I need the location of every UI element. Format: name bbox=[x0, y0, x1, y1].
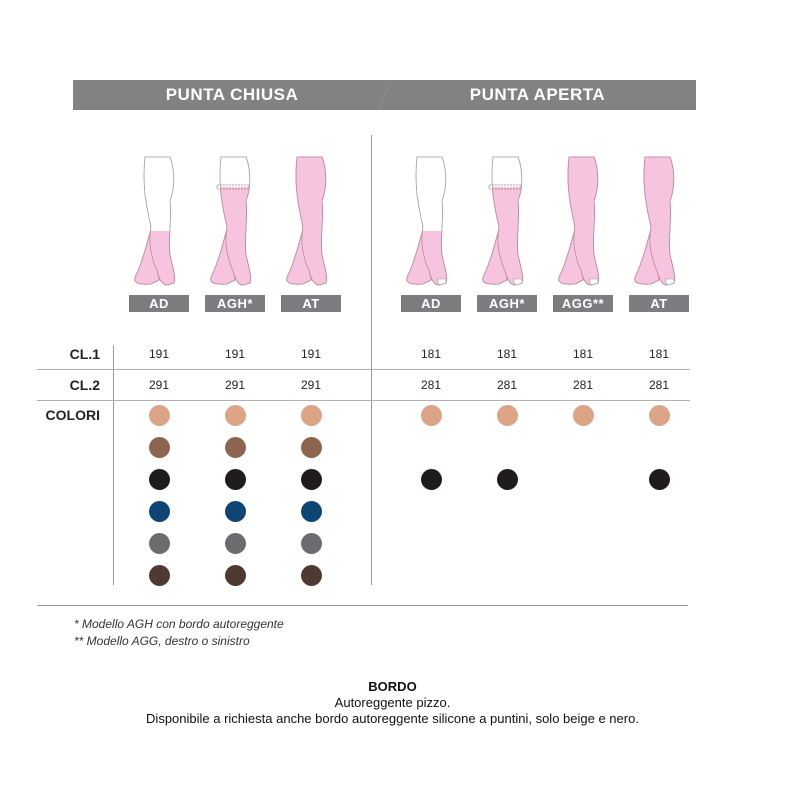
code-cl2: 291 bbox=[300, 378, 322, 392]
leg-illustration bbox=[205, 155, 265, 290]
row-label-cl1: CL.1 bbox=[69, 346, 100, 362]
code-cl2: 291 bbox=[148, 378, 170, 392]
bordo-line1: Autoreggente pizzo. bbox=[334, 695, 451, 710]
color-swatch-beige bbox=[497, 405, 518, 426]
leg-illustration bbox=[477, 155, 537, 290]
color-swatch-beige bbox=[649, 405, 670, 426]
color-swatch-dark-brown bbox=[149, 565, 170, 586]
color-swatch-beige bbox=[301, 405, 322, 426]
code-cl2: 291 bbox=[224, 378, 246, 392]
code-cl2: 281 bbox=[572, 378, 594, 392]
model-label: AT bbox=[281, 295, 341, 312]
color-swatch-dark-brown bbox=[225, 565, 246, 586]
leg-illustration bbox=[401, 155, 461, 290]
leg-illustration bbox=[629, 155, 689, 290]
row-divider bbox=[37, 369, 690, 370]
bordo-title: BORDO bbox=[368, 679, 417, 694]
header-punta-chiusa: PUNTA CHIUSA bbox=[73, 80, 391, 110]
color-swatch-black bbox=[497, 469, 518, 490]
code-cl2: 281 bbox=[420, 378, 442, 392]
color-swatch-navy bbox=[301, 501, 322, 522]
color-swatch-gray bbox=[149, 533, 170, 554]
color-swatch-black bbox=[421, 469, 442, 490]
row-label-cl2: CL.2 bbox=[69, 377, 100, 393]
label-divider bbox=[113, 345, 114, 585]
color-swatch-brown bbox=[301, 437, 322, 458]
color-swatch-brown bbox=[149, 437, 170, 458]
footnote: * Modello AGH con bordo autoreggente bbox=[74, 617, 284, 631]
code-cl1: 181 bbox=[496, 347, 518, 361]
color-swatch-gray bbox=[301, 533, 322, 554]
color-swatch-black bbox=[149, 469, 170, 490]
header-left-text: PUNTA CHIUSA bbox=[165, 85, 299, 104]
code-cl1: 191 bbox=[148, 347, 170, 361]
color-swatch-gray bbox=[225, 533, 246, 554]
row-divider bbox=[37, 400, 690, 401]
code-cl1: 181 bbox=[572, 347, 594, 361]
color-swatch-beige bbox=[149, 405, 170, 426]
color-swatch-beige bbox=[225, 405, 246, 426]
header-punta-aperta: PUNTA APERTA bbox=[379, 80, 696, 110]
model-label: AD bbox=[401, 295, 461, 312]
code-cl2: 281 bbox=[496, 378, 518, 392]
code-cl1: 181 bbox=[648, 347, 670, 361]
color-swatch-dark-brown bbox=[301, 565, 322, 586]
leg-illustration bbox=[553, 155, 613, 290]
code-cl2: 281 bbox=[648, 378, 670, 392]
bordo-line2: Disponibile a richiesta anche bordo auto… bbox=[146, 711, 639, 726]
model-label: AD bbox=[129, 295, 189, 312]
color-swatch-black bbox=[301, 469, 322, 490]
leg-illustration bbox=[129, 155, 189, 290]
footnote: ** Modello AGG, destro o sinistro bbox=[74, 634, 250, 648]
code-cl1: 191 bbox=[300, 347, 322, 361]
model-label: AGG** bbox=[553, 295, 613, 312]
color-swatch-beige bbox=[573, 405, 594, 426]
color-swatch-beige bbox=[421, 405, 442, 426]
color-swatch-black bbox=[225, 469, 246, 490]
table-bottom-line bbox=[37, 605, 688, 606]
code-cl1: 181 bbox=[420, 347, 442, 361]
leg-illustration bbox=[281, 155, 341, 290]
color-swatch-black bbox=[649, 469, 670, 490]
color-swatch-navy bbox=[225, 501, 246, 522]
group-divider bbox=[371, 135, 372, 585]
model-label: AT bbox=[629, 295, 689, 312]
header-right-text: PUNTA APERTA bbox=[469, 85, 606, 104]
row-label-colori: COLORI bbox=[45, 407, 100, 423]
code-cl1: 191 bbox=[224, 347, 246, 361]
model-label: AGH* bbox=[205, 295, 265, 312]
color-swatch-navy bbox=[149, 501, 170, 522]
color-swatch-brown bbox=[225, 437, 246, 458]
model-label: AGH* bbox=[477, 295, 537, 312]
